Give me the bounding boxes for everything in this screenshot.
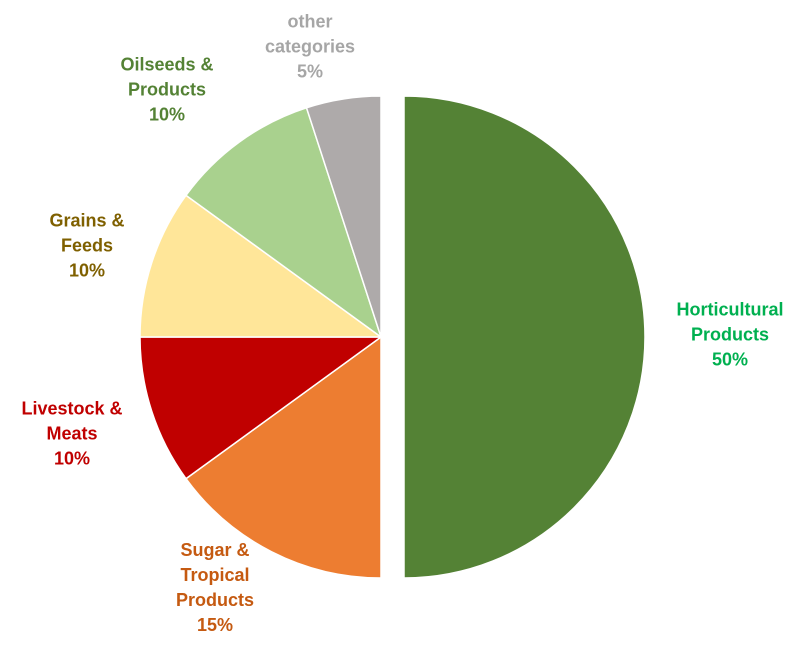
slice-percent-label: 10% [68, 260, 106, 281]
pie-slice-grains [139, 194, 384, 338]
slice-label-line: Grains & [49, 210, 125, 231]
slice-label-livestock: Livestock & Meats 10% [21, 397, 122, 472]
slice-label-line: Tropical [180, 565, 250, 585]
slice-label-line: Livestock & [21, 398, 123, 419]
pie-slice-oilseeds [184, 106, 383, 339]
pie-slice-horticultural [403, 95, 646, 579]
slice-percent-label: 5% [296, 61, 324, 82]
slice-label-horticultural: Horticultural Products 50% [676, 298, 783, 373]
slice-label-line: Products [127, 79, 207, 100]
slice-label-other: other categories 5% [265, 10, 355, 85]
slice-percent-label: 50% [711, 349, 749, 370]
slice-label-grains: Grains & Feeds 10% [49, 209, 124, 284]
slice-label-oilseeds: Oilseeds & Products 10% [120, 53, 213, 128]
slice-label-line: Products [175, 590, 255, 610]
pie-slice-other [305, 95, 382, 338]
slice-percent-label: 15% [196, 615, 234, 635]
slice-label-line: Horticultural [676, 299, 784, 320]
slice-label-line: categories [264, 36, 356, 57]
slice-percent-label: 10% [53, 448, 91, 469]
slice-percent-label: 10% [148, 104, 186, 125]
slice-label-sugar: Sugar & Tropical Products 15% [176, 538, 254, 638]
pie-slice-livestock [139, 336, 384, 480]
slice-label-line: other [287, 11, 333, 32]
slice-label-line: Sugar & [180, 540, 250, 560]
slice-label-line: Feeds [60, 235, 114, 256]
pie-slice-sugar [184, 335, 382, 579]
slice-label-line: Meats [46, 423, 98, 444]
slice-label-line: Products [690, 324, 770, 345]
slice-label-line: Oilseeds & [120, 54, 214, 75]
